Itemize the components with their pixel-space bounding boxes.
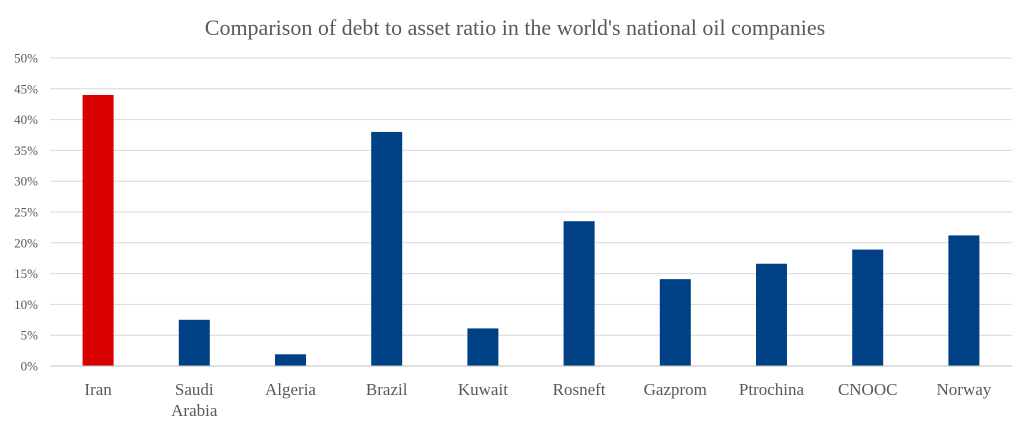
bar-iran	[82, 94, 114, 367]
y-tick-label: 50%	[14, 51, 38, 66]
y-tick-label: 45%	[14, 81, 38, 96]
x-tick-label: Kuwait	[458, 380, 508, 399]
bar-gazprom	[659, 279, 691, 366]
x-tick-label: Algeria	[265, 380, 316, 399]
x-tick-label: Gazprom	[644, 380, 707, 399]
y-tick-label: 15%	[14, 266, 38, 281]
chart-title: Comparison of debt to asset ratio in the…	[205, 15, 825, 40]
bar-saudi-arabia	[178, 319, 210, 366]
x-tick-label: Brazil	[366, 380, 408, 399]
y-tick-label: 10%	[14, 297, 38, 312]
y-tick-label: 5%	[21, 328, 39, 343]
bar-rosneft	[563, 221, 595, 366]
bar-ptrochina	[756, 263, 787, 366]
y-tick-label: 0%	[21, 359, 39, 374]
bar-brazil	[371, 131, 403, 366]
x-axis-tick-labels: Iran Saudi Arabia Algeria Brazil Kuwait Rosnef…	[84, 380, 991, 420]
bars	[82, 94, 980, 367]
bar-kuwait	[467, 328, 499, 366]
y-tick-label: 30%	[14, 174, 38, 189]
x-tick-label: Norway	[937, 380, 992, 399]
bar-algeria	[275, 354, 306, 366]
y-tick-label: 40%	[14, 112, 38, 127]
bar-cnooc	[852, 249, 884, 366]
x-tick-label: Ptrochina	[739, 380, 805, 399]
x-tick-label: Rosneft	[553, 380, 606, 399]
gridlines	[50, 57, 1012, 336]
x-tick-label: Saudi Arabia	[171, 380, 218, 420]
y-tick-label: 35%	[14, 143, 38, 158]
bar-norway	[948, 235, 980, 366]
y-axis-tick-labels: 0% 5% 10% 15% 20% 25% 30% 35% 40% 45% 50%	[14, 51, 38, 374]
y-tick-label: 25%	[14, 205, 38, 220]
x-tick-label: CNOOC	[838, 380, 898, 399]
y-tick-label: 20%	[14, 235, 38, 250]
x-tick-label: Iran	[84, 380, 112, 399]
